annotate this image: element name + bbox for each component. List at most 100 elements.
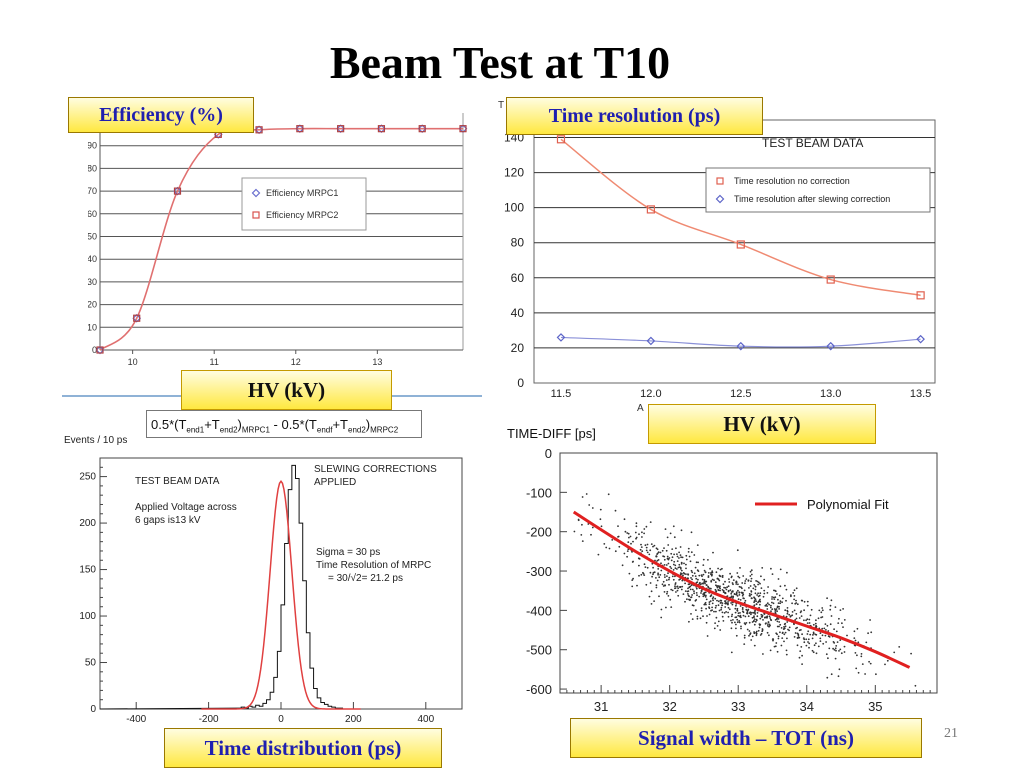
scatter-point (825, 653, 828, 656)
scatter-point (724, 592, 726, 595)
scatter-point (695, 609, 697, 611)
scatter-point (617, 525, 619, 527)
scatter-point (678, 563, 681, 566)
scatter-point (656, 579, 659, 582)
scatter-point (650, 590, 653, 593)
scatter-point (750, 573, 753, 576)
scatter-point (779, 623, 782, 626)
scatter-point (713, 627, 716, 630)
scatter-point (750, 639, 753, 641)
scatter-point (759, 582, 761, 585)
scatter-point (660, 608, 663, 611)
scatter-point (793, 623, 795, 626)
scatter-point (832, 647, 834, 650)
scatter-point (774, 645, 777, 648)
scatter-point (815, 619, 817, 622)
point-slewing (736, 341, 746, 351)
scatter-point (627, 532, 630, 535)
scatter-point (794, 619, 797, 621)
scatter-point (763, 592, 766, 595)
scatter-point (780, 627, 783, 629)
scatter-point (797, 633, 800, 636)
scatter-point (675, 547, 677, 550)
scatter-point (746, 611, 749, 613)
scatter-point (857, 671, 860, 674)
scatter-point (714, 606, 717, 609)
scatter-point (730, 591, 733, 593)
scatter-point (693, 590, 695, 593)
y-tick-label: 80 (511, 236, 525, 250)
scatter-point (736, 607, 739, 610)
plot-frame (99, 457, 463, 710)
scatter-point (833, 649, 836, 651)
scatter-point (657, 568, 660, 570)
point-no-correction (736, 240, 745, 249)
scatter-point (835, 630, 838, 633)
scatter-point (734, 611, 737, 614)
scatter-point (691, 588, 694, 591)
scatter-point (695, 592, 698, 594)
scatter-point (670, 606, 673, 608)
scatter-point (693, 572, 696, 575)
scatter-point (707, 572, 710, 574)
scatter-point (699, 617, 702, 620)
scatter-point (824, 634, 827, 637)
scatter-point (742, 614, 745, 617)
scatter-point (764, 616, 766, 619)
scatter-point (705, 584, 708, 586)
annotation-time-resolution: Time Resolution of MRPC (316, 560, 431, 571)
scatter-point (676, 555, 679, 558)
scatter-point (705, 598, 708, 601)
x-tick-label: -200 (199, 714, 219, 725)
scatter-point (808, 642, 811, 645)
scatter-point (761, 615, 764, 618)
scatter-point (842, 608, 844, 610)
scatter-point (663, 547, 665, 549)
scatter-point (809, 614, 812, 617)
scatter-point (643, 532, 645, 535)
scatter-point (824, 623, 827, 625)
scatter-point (710, 609, 712, 612)
scatter-point (757, 581, 760, 584)
scatter-point (783, 626, 785, 628)
scatter-point (776, 650, 779, 653)
scatter-point (765, 622, 767, 624)
scatter-point (638, 533, 640, 536)
scatter-point (754, 585, 757, 588)
scatter-point (713, 579, 715, 582)
y-tick-label: 60 (88, 209, 97, 219)
scatter-point (751, 621, 754, 623)
scatter-point (748, 634, 750, 637)
y-tick-label: 80 (88, 163, 97, 173)
scatter-point (798, 636, 801, 639)
scatter-point (681, 556, 684, 559)
scatter-point (766, 605, 768, 607)
y-tick-label: 40 (88, 254, 97, 264)
scatter-point (674, 564, 677, 567)
scatter-point (826, 676, 829, 679)
scatter-point (591, 526, 594, 529)
scatter-point (865, 641, 868, 644)
scatter-point (665, 579, 668, 581)
scatter-point (649, 521, 652, 523)
scatter-point (744, 615, 747, 618)
scatter-point (636, 584, 638, 587)
scatter-point (740, 591, 743, 594)
scatter-point (644, 566, 647, 568)
scatter-point (736, 609, 739, 612)
scatter-point (753, 597, 756, 599)
scatter-point (638, 574, 640, 577)
scatter-point (741, 582, 744, 584)
scatter-point (703, 603, 706, 606)
scatter-point (687, 590, 690, 592)
y-tick-label: 20 (88, 300, 97, 310)
scatter-point (753, 644, 756, 647)
formula-sub: end2 (219, 425, 238, 435)
scatter-point (675, 591, 677, 593)
scatter-point (774, 610, 777, 612)
callout-time-resolution: Time resolution (ps) (506, 97, 763, 135)
scatter-point (751, 616, 754, 619)
scatter-point (640, 573, 643, 576)
scatter-point (853, 630, 856, 633)
scatter-point (784, 609, 787, 612)
